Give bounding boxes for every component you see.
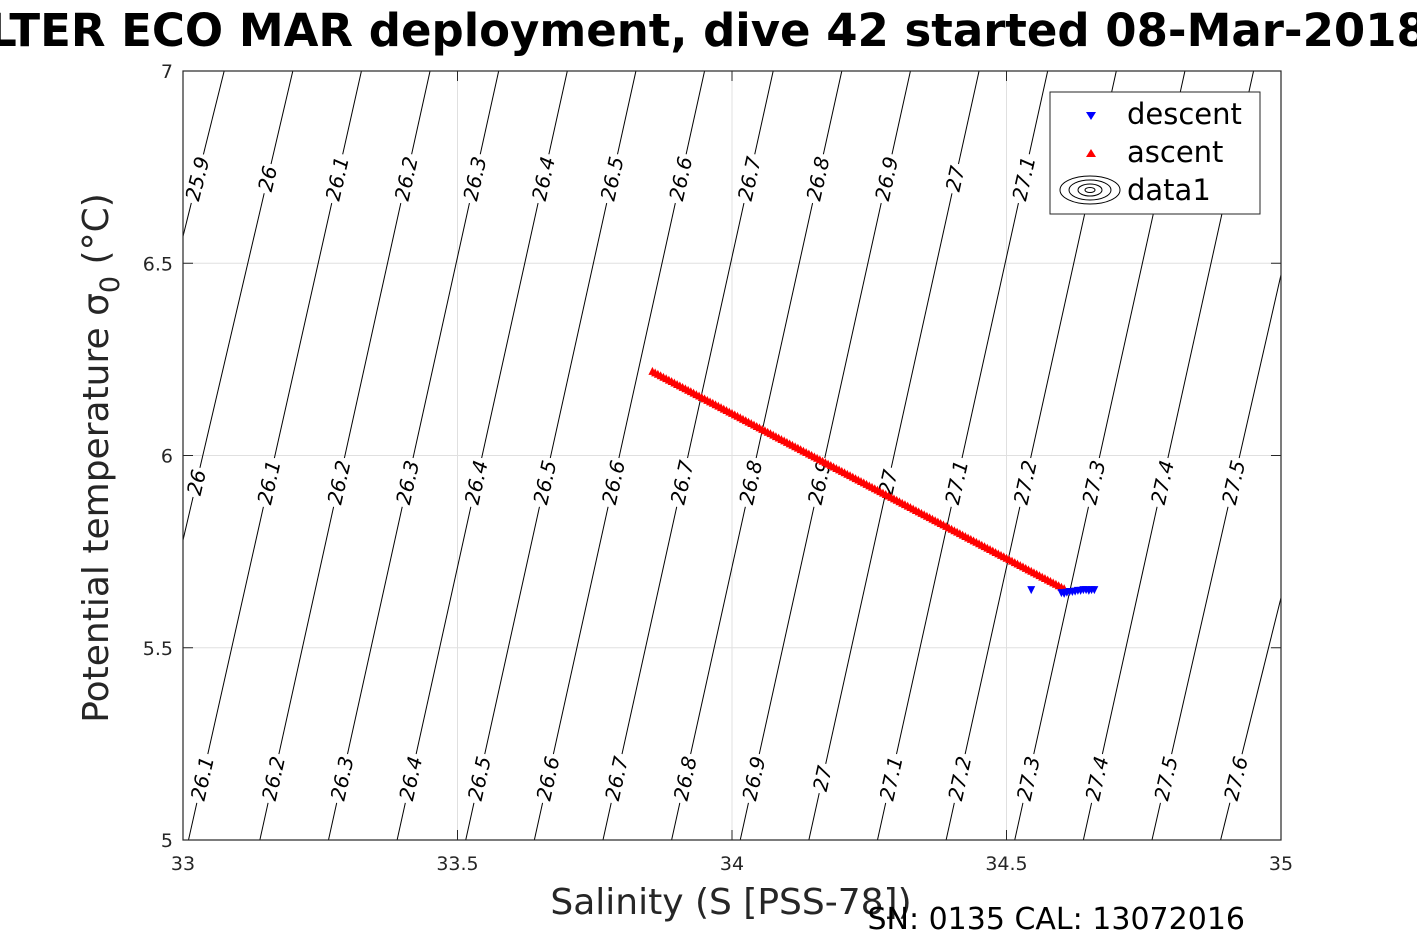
contour-label: 27 xyxy=(941,163,970,193)
legend-descent-label: descent xyxy=(1127,97,1242,131)
y-axis-label-group: Potential temperature σ0 (°C) xyxy=(76,193,126,723)
contour-label-mask xyxy=(1008,152,1040,206)
contour-label-mask xyxy=(670,751,701,806)
contour-label-mask xyxy=(1150,751,1182,806)
x-tick-label: 34.5 xyxy=(985,853,1027,875)
contour-label-mask xyxy=(253,455,285,509)
contour-label-mask xyxy=(802,152,834,206)
legend-data1-label: data1 xyxy=(1127,173,1211,207)
chart-title: LTER ECO MAR deployment, dive 42 started… xyxy=(0,4,1417,57)
y-tick-label: 5 xyxy=(161,830,173,852)
contour-label-mask xyxy=(1218,455,1249,510)
x-tick-label: 35 xyxy=(1269,853,1293,875)
contour-label-mask xyxy=(183,465,210,500)
contour-label-mask xyxy=(944,751,975,806)
contour-label-mask xyxy=(734,152,765,206)
contour-label-mask xyxy=(804,455,835,509)
contour-label-mask xyxy=(321,152,353,206)
contour-label-mask xyxy=(464,751,495,806)
serial-calibration-footer: SN: 0135 CAL: 13072016 xyxy=(867,902,1245,937)
contour-line xyxy=(1151,274,1281,840)
contour-line xyxy=(808,71,980,840)
contour-label-mask xyxy=(187,751,218,806)
contour-label-mask xyxy=(1147,455,1178,509)
contour-label: 27 xyxy=(808,763,837,793)
contour-label-mask xyxy=(392,455,423,509)
contour-label-mask xyxy=(875,751,907,806)
x-tick-label: 33.5 xyxy=(436,853,478,875)
legend-descent-marker xyxy=(1086,112,1096,120)
contour-label-mask xyxy=(1013,751,1044,806)
legend-ascent-marker xyxy=(1086,149,1096,157)
contour-label-mask xyxy=(601,751,632,806)
x-tick-label: 34 xyxy=(720,853,744,875)
contour-label-mask xyxy=(1010,455,1041,509)
contour-label-mask xyxy=(528,152,559,206)
contour-label-mask xyxy=(809,761,836,796)
y-axis-label-unit: (°C) xyxy=(76,193,117,276)
contour-label-mask xyxy=(326,751,358,806)
y-tick-label: 6.5 xyxy=(143,253,173,275)
contour-label-mask xyxy=(461,455,492,509)
contour-label-mask xyxy=(942,161,969,196)
y-axis-label-main: Potential temperature σ xyxy=(76,293,117,723)
contour-label: 26 xyxy=(253,164,282,194)
contour-label-mask xyxy=(529,455,561,509)
contour-label-mask xyxy=(181,151,214,206)
contour-label-mask xyxy=(871,152,902,206)
contour-label-mask xyxy=(395,751,426,806)
contour-label-mask xyxy=(735,455,766,509)
y-tick-label: 6 xyxy=(161,446,173,468)
x-tick-label: 33 xyxy=(171,853,195,875)
y-tick-label: 7 xyxy=(161,61,173,83)
descent-point xyxy=(1027,586,1036,595)
contour-line xyxy=(183,71,294,541)
contour-line xyxy=(183,71,225,237)
contour-label-mask xyxy=(459,152,491,206)
contour-label-mask xyxy=(666,455,698,509)
legend-contour-icon xyxy=(1059,175,1121,205)
y-axis-label-sub: 0 xyxy=(95,276,126,293)
y-axis-label: Potential temperature σ0 (°C) xyxy=(76,193,126,723)
contour-label-mask xyxy=(254,161,281,196)
y-tick-label: 5.5 xyxy=(143,638,173,660)
legend-box xyxy=(1049,91,1261,215)
contour-label-mask xyxy=(665,152,696,206)
contour-label-mask xyxy=(596,152,628,206)
contour-label-mask xyxy=(258,751,289,806)
axis-ticks: 33 33.5 34 34.5 35 5 5.5 6 6.5 7 xyxy=(143,61,1293,875)
contour-label-mask xyxy=(1220,751,1252,806)
contour-label-mask xyxy=(323,455,355,509)
legend: descent ascent data1 xyxy=(1049,91,1261,215)
legend-ascent-label: ascent xyxy=(1127,135,1223,169)
data-series xyxy=(648,366,1099,598)
contour-label-mask xyxy=(598,455,629,509)
contour-label-mask xyxy=(1078,455,1110,509)
contour-label-mask xyxy=(941,455,972,509)
contour-label-mask xyxy=(1081,751,1113,806)
contour-label-mask xyxy=(738,751,770,806)
x-axis-label: Salinity (S [PSS-78]) xyxy=(550,882,911,923)
contour-label: 26 xyxy=(182,467,211,497)
descent-point xyxy=(1090,586,1099,595)
contour-label-mask xyxy=(532,751,564,806)
contour-label-mask xyxy=(391,152,422,206)
